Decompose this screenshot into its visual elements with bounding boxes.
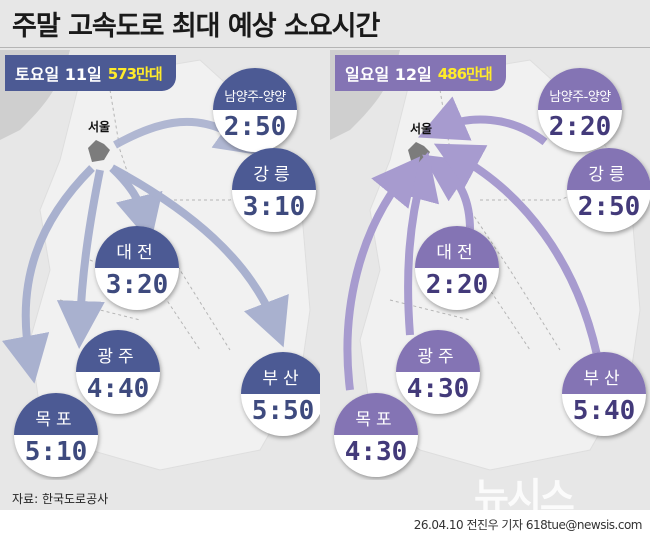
page-title: 주말 고속도로 최대 예상 소요시간 bbox=[12, 11, 380, 42]
city-badge-namyangju-yangyang: 남양주-양양 2:20 bbox=[538, 68, 622, 152]
credit-line: 26.04.10 전진우 기자 618tue@newsis.com bbox=[413, 518, 643, 532]
saturday-day-tag: 토요일 11일 573만대 bbox=[5, 55, 176, 91]
sunday-day-tag: 일요일 12일 486만대 bbox=[335, 55, 506, 91]
traffic-count: 573만대 bbox=[107, 64, 163, 83]
travel-time: 2:50 bbox=[577, 192, 641, 222]
travel-time: 4:30 bbox=[406, 374, 470, 404]
day-label: 일요일 12일 bbox=[345, 65, 432, 84]
city-badge-gangneung: 강릉 2:50 bbox=[567, 148, 650, 232]
travel-time: 3:10 bbox=[242, 192, 306, 222]
travel-time: 5:10 bbox=[24, 437, 88, 467]
travel-time: 2:20 bbox=[425, 270, 489, 300]
city-badge-busan: 부산 5:40 bbox=[562, 352, 646, 436]
city-badge-daejeon: 대전 3:20 bbox=[95, 226, 179, 310]
seoul-label: 서울 bbox=[88, 120, 111, 134]
sunday-panel: 서울 일요일 12일 486만대 남양주-양양 2:20 강릉 2:50 대전 … bbox=[330, 50, 650, 480]
city-badge-mokpo: 목포 4:30 bbox=[334, 393, 418, 477]
city-badge-mokpo: 목포 5:10 bbox=[14, 393, 98, 477]
travel-time: 5:40 bbox=[572, 396, 636, 426]
city-badge-namyangju-yangyang: 남양주-양양 2:50 bbox=[213, 68, 297, 152]
travel-time: 3:20 bbox=[105, 270, 169, 300]
travel-time: 4:40 bbox=[86, 374, 150, 404]
traffic-count: 486만대 bbox=[437, 64, 493, 83]
city-badge-gwangju: 광주 4:40 bbox=[76, 330, 160, 414]
saturday-panel: 서울 토요일 11일 573만대 남양주-양양 2:50 강릉 3:10 대전 … bbox=[0, 50, 320, 480]
travel-time: 5:50 bbox=[251, 396, 315, 426]
day-label: 토요일 11일 bbox=[15, 65, 102, 84]
seoul-label: 서울 bbox=[410, 122, 433, 136]
source-note: 자료: 한국도로공사 bbox=[12, 492, 109, 506]
city-badge-daejeon: 대전 2:20 bbox=[415, 226, 499, 310]
city-badge-gwangju: 광주 4:30 bbox=[396, 330, 480, 414]
travel-time: 4:30 bbox=[344, 437, 408, 467]
divider bbox=[0, 47, 650, 48]
city-badge-gangneung: 강릉 3:10 bbox=[232, 148, 316, 232]
travel-time: 2:20 bbox=[548, 112, 612, 142]
travel-time: 2:50 bbox=[223, 112, 287, 142]
newsis-logo: 뉴시스 bbox=[474, 475, 575, 519]
city-badge-busan: 부산 5:50 bbox=[241, 352, 320, 436]
